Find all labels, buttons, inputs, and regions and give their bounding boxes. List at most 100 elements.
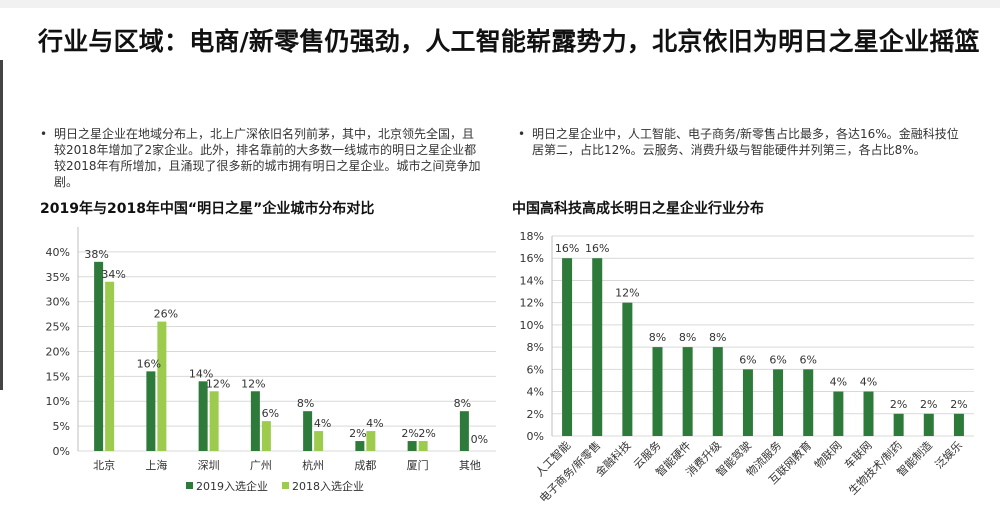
industry-chart-title: 中国高科技高成长明日之星企业行业分布 [512,201,764,217]
data-label-industry: 6% [769,353,786,366]
bar-industry [652,347,663,436]
y-tick-label: 6% [527,363,544,376]
bar-industry [712,347,723,436]
y-tick-label: 2% [527,408,544,421]
legend-label-2018: 2018入选企业 [292,479,364,493]
y-tick-label: 10% [46,395,70,408]
y-tick-label: 15% [46,370,70,383]
y-tick-label: 5% [53,420,70,433]
data-label-2019: 38% [84,248,108,261]
bullet-left-text: 明日之星企业在地域分布上，北上广深依旧名列前茅，其中，北京领先全国，且较2018… [54,127,481,189]
data-label-industry: 2% [890,398,907,411]
bar-industry [742,369,753,436]
y-tick-label: 0% [53,445,70,458]
bar-2018 [366,431,376,451]
bar-2019 [303,411,313,451]
bar-2019 [198,381,208,451]
data-label-2019: 8% [297,397,314,410]
y-tick-label: 4% [527,386,544,399]
bar-industry [622,302,633,436]
data-label-industry: 16% [555,242,579,255]
legend-label-2019: 2019入选企业 [196,479,268,493]
bar-industry [833,391,844,436]
x-tick-label: 成都 [354,459,376,472]
data-label-2018: 6% [262,407,279,420]
data-label-2018: 2% [418,427,435,440]
y-tick-label: 25% [46,321,70,334]
bar-industry [923,413,934,436]
bar-industry [562,258,573,436]
bar-2018 [209,391,219,451]
bar-2018 [314,431,324,451]
bar-industry [592,258,603,436]
bullet-right-text: 明日之星企业中，人工智能、电子商务/新零售占比最多，各达16%。金融科技位居第二… [532,127,959,157]
data-label-industry: 8% [679,331,696,344]
data-label-industry: 6% [799,353,816,366]
bullet-right: • 明日之星企业中，人工智能、电子商务/新零售占比最多，各达16%。金融科技位居… [518,126,962,158]
y-tick-label: 35% [46,271,70,284]
data-label-industry: 2% [950,398,967,411]
bar-industry [893,413,904,436]
data-label-2018: 4% [366,417,383,430]
bullet-left: • 明日之星企业在地域分布上，北上广深依旧名列前茅，其中，北京领先全国，且较20… [40,126,484,190]
y-tick-label: 12% [520,297,544,310]
x-tick-label: 北京 [93,458,115,472]
data-label-industry: 12% [615,287,639,300]
data-label-2019: 14% [189,367,213,380]
y-tick-label: 30% [46,296,70,309]
bar-2019 [146,371,156,451]
data-label-2019: 8% [454,397,471,410]
bar-industry [863,391,874,436]
data-label-2019: 2% [401,427,418,440]
y-tick-label: 16% [520,252,544,265]
legend-swatch-2018 [282,482,289,489]
data-label-industry: 6% [739,353,756,366]
left-edge-bar [0,60,3,390]
bar-2019 [94,261,104,451]
data-label-2019: 2% [349,427,366,440]
city-chart-title: 2019年与2018年中国“明日之星”企业城市分布对比 [40,201,375,217]
data-label-industry: 16% [585,242,609,255]
data-label-2018: 34% [101,268,125,281]
bar-2019 [407,441,417,451]
y-tick-label: 20% [46,345,70,358]
bullet-dot: • [518,127,526,141]
data-label-2018: 12% [206,377,230,390]
bar-industry [773,369,784,436]
top-bar [0,0,1000,8]
x-tick-label: 其他 [459,459,481,472]
data-label-industry: 4% [860,376,877,389]
bar-2018 [261,421,271,451]
x-tick-label: 深圳 [198,459,220,472]
y-tick-label: 10% [520,319,544,332]
data-label-industry: 8% [649,331,666,344]
y-tick-label: 14% [520,274,544,287]
y-tick-label: 0% [527,430,544,443]
x-tick-label: 上海 [145,458,167,472]
bar-2018 [418,441,428,451]
data-label-2019: 12% [241,377,265,390]
bar-industry [803,369,814,436]
data-label-industry: 4% [830,376,847,389]
y-tick-label: 8% [527,341,544,354]
bar-2018 [157,321,167,451]
data-label-industry: 8% [709,331,726,344]
bar-industry [953,413,964,436]
data-label-2018: 4% [314,417,331,430]
x-tick-label: 杭州 [302,458,324,472]
bullet-dot: • [40,127,48,141]
bar-2019 [355,441,365,451]
y-tick-label: 18% [520,230,544,243]
legend-swatch-2019 [186,482,193,489]
data-label-2018: 0% [471,433,488,446]
bar-2019 [459,411,469,451]
x-tick-label: 物联网 [811,438,844,471]
page-title: 行业与区域：电商/新零售仍强劲，人工智能崭露势力，北京依旧为明日之星企业摇篮 [38,27,980,56]
x-tick-label: 广州 [250,459,272,472]
bar-2018 [105,281,115,451]
x-tick-label: 泛娱乐 [932,438,965,471]
data-label-industry: 2% [920,398,937,411]
data-label-2019: 16% [137,357,161,370]
bar-2019 [250,391,260,451]
